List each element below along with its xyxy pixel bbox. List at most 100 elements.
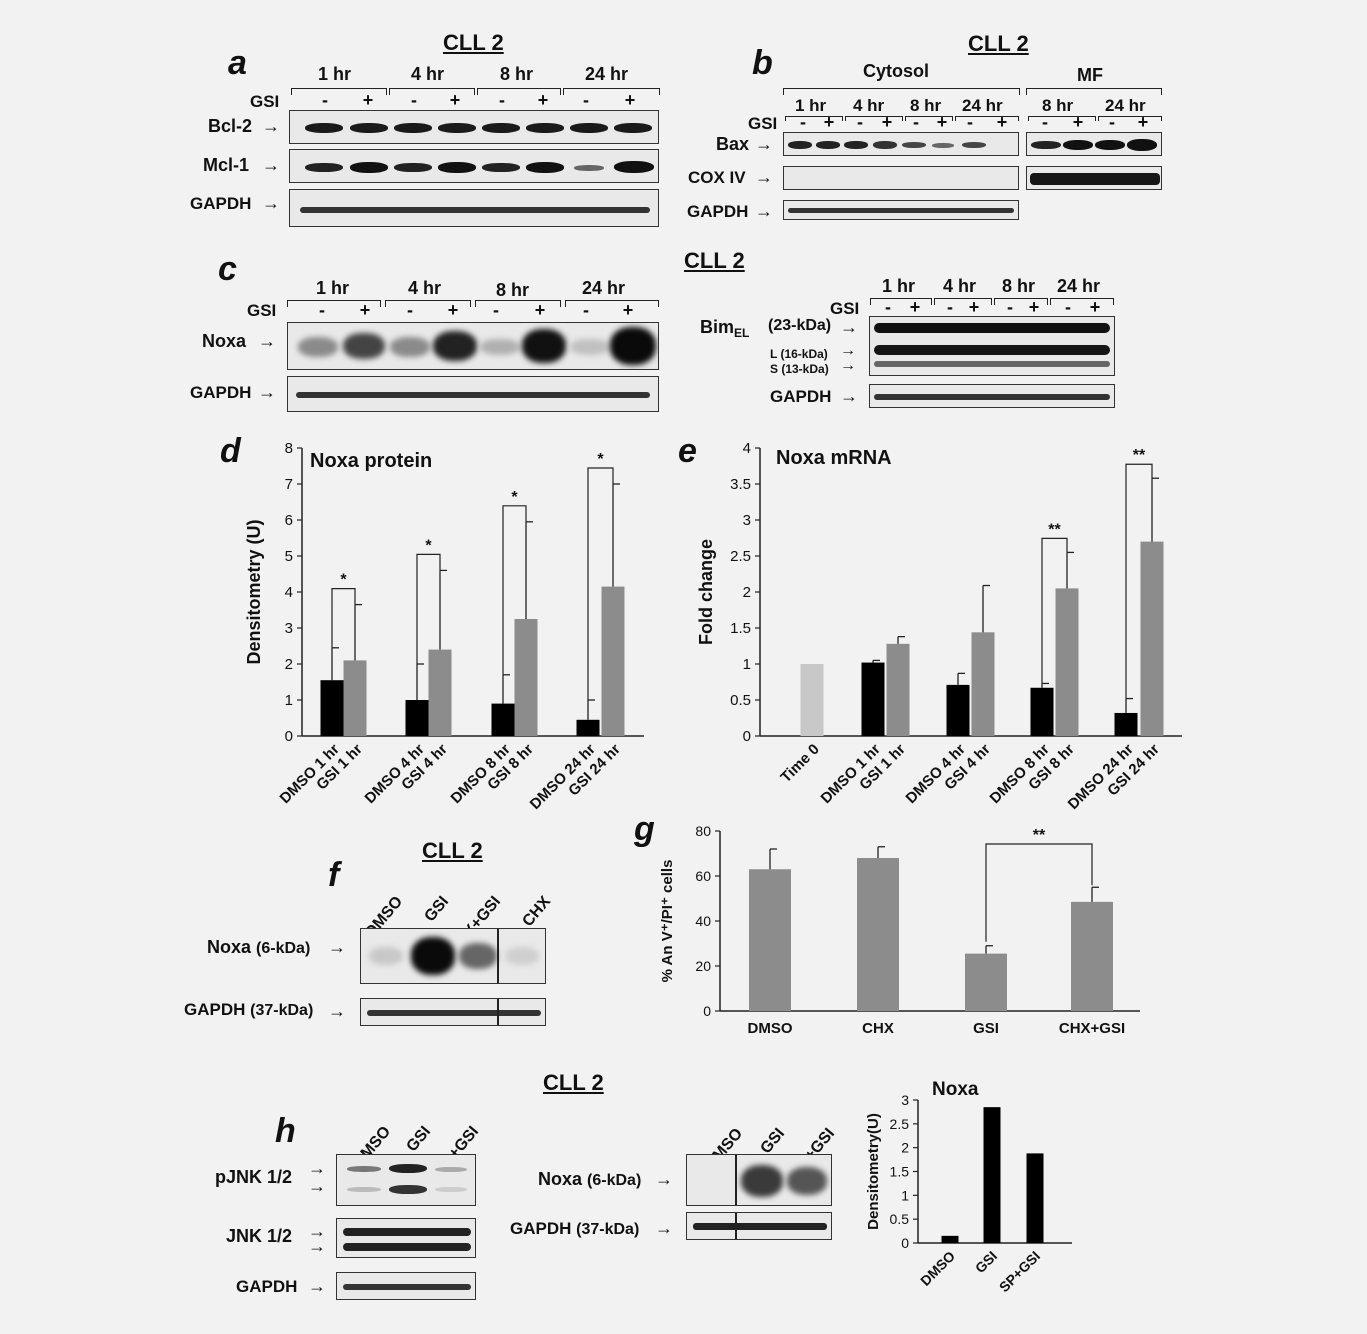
panel-c-sign: - [885, 297, 891, 317]
arrow-icon: → [308, 1221, 326, 1241]
y-axis-label: Fold change [696, 539, 716, 645]
y-tick-label: 2.5 [730, 548, 751, 565]
panel-c-bim-gsi-label: GSI [830, 299, 860, 318]
blot-bax-mf [1026, 132, 1162, 156]
panel-c-cell-label: CLL 2 [684, 248, 745, 273]
panel-a-gsi-label: GSI [250, 92, 280, 111]
significance-bracket [1125, 463, 1153, 699]
panel-c-sign: + [447, 300, 459, 320]
significance-bracket [587, 467, 614, 700]
panel-c-bim-time: 24 hr [1057, 276, 1101, 296]
panel-h-row-jnk: JNK 1/2 [226, 1226, 293, 1246]
arrow-icon: → [328, 1001, 346, 1021]
panel-c-bim-bracket [870, 298, 932, 305]
y-axis-label: % An V⁺/PI⁺ cells [659, 860, 676, 983]
arrow-icon: → [840, 386, 858, 406]
arrow-icon: → [655, 1218, 673, 1238]
bar [965, 953, 1007, 1011]
panel-a-row-bcl2: Bcl-2 [208, 116, 253, 136]
y-axis-label: Densitometry(U) [865, 1113, 882, 1230]
panel-c-time: 24 hr [582, 278, 626, 298]
panel-c-sign: + [622, 300, 634, 320]
panel-d-letter: d [220, 432, 241, 470]
panel-b-sign: - [800, 112, 806, 132]
arrow-icon: → [755, 201, 773, 221]
panel-b-cell-label: CLL 2 [968, 31, 1029, 56]
significance-marker: ** [1033, 827, 1046, 844]
panel-b-sub-bracket [905, 116, 953, 121]
panel-c-bim-time: 1 hr [882, 276, 916, 296]
y-tick-label: 2 [285, 656, 293, 673]
bar [320, 680, 344, 736]
panel-c-bim-time: 4 hr [943, 276, 977, 296]
panel-a-sign: - [322, 90, 328, 110]
bar [946, 684, 970, 736]
chart-noxa-densitometry: 0 0.5 1 1.5 2 2.5 3 Noxa Densitometry(U) DMSO GSIS… [865, 1079, 1072, 1295]
bar [576, 719, 600, 736]
panel-c-row-gapdh: GAPDH [190, 383, 252, 402]
panel-b-sign: + [996, 112, 1008, 132]
y-tick-label: 8 [285, 440, 293, 457]
panel-c-bim-bracket [1050, 298, 1114, 305]
arrow-icon: → [258, 382, 276, 402]
x-tick-label: Time 0 [777, 741, 822, 786]
bar [800, 664, 824, 736]
y-tick-label: 2.5 [890, 1116, 910, 1132]
panel-h-cell-label: CLL 2 [543, 1070, 604, 1095]
panel-h-noxa-label: Noxa (6-kDa) [538, 1169, 642, 1189]
panel-b-cytosol-label: Cytosol [863, 61, 930, 81]
arrow-icon: → [655, 1169, 673, 1189]
bar [971, 632, 995, 736]
y-tick-label: 1.5 [730, 620, 751, 637]
panel-e-letter: e [678, 432, 697, 470]
panel-b-time: 24 hr [962, 96, 1003, 115]
panel-b-sign: + [936, 112, 948, 132]
bar [491, 703, 515, 736]
chart-noxa-mrna: 0 0.5 1 1.5 2 2.5 3 3.5 4 Noxa mRNA Fold change Tim… [696, 440, 1182, 813]
panel-a-bracket-2 [389, 88, 475, 95]
panel-a-sign: - [411, 90, 417, 110]
y-tick-label: 80 [695, 823, 711, 839]
panel-b-time: 4 hr [853, 96, 885, 115]
y-tick-label: 0.5 [890, 1211, 910, 1227]
x-tick-label: SP+GSI [996, 1248, 1043, 1295]
bar [983, 1107, 1001, 1243]
significance-marker: ** [1133, 447, 1146, 464]
panel-a-sign: + [624, 90, 636, 110]
bar [514, 619, 538, 736]
y-tick-label: 40 [695, 913, 711, 929]
panel-a-row-mcl1: Mcl-1 [203, 155, 250, 175]
panel-c-bim-label: BimEL [700, 317, 750, 340]
panel-b-row-bax: Bax [716, 134, 750, 154]
bar [405, 700, 429, 736]
x-tick-label: DMSO [917, 1248, 958, 1289]
panel-a-bracket-4 [563, 88, 660, 95]
panel-b-sub-bracket [1098, 116, 1162, 121]
arrow-icon: → [755, 134, 773, 154]
arrow-icon: → [262, 155, 280, 175]
arrow-icon: → [262, 116, 280, 136]
y-tick-label: 0 [901, 1235, 909, 1251]
panel-b-sign: - [1042, 112, 1048, 132]
arrow-icon: → [262, 193, 280, 213]
chart-title: Noxa protein [310, 450, 432, 472]
panel-a-time-4: 24 hr [585, 64, 629, 84]
y-tick-label: 5 [285, 548, 293, 565]
panel-c-bracket [475, 300, 561, 307]
panel-b-row-coxiv: COX IV [688, 168, 746, 187]
blot-gapdh-f [360, 998, 546, 1026]
panel-c-bracket [287, 300, 381, 307]
panel-c-gsi-label: GSI [247, 301, 277, 320]
y-tick-label: 0 [703, 1003, 711, 1019]
panel-h-letter: h [275, 1112, 296, 1150]
panel-c-sign: + [909, 297, 921, 317]
panel-c-bim-gapdh: GAPDH [770, 387, 832, 406]
panel-g-letter: g [634, 810, 655, 848]
panel-c-bim-s: S (13-kDa) [770, 362, 829, 376]
bar [343, 660, 367, 736]
y-tick-label: 6 [285, 512, 293, 529]
bar [1055, 588, 1079, 736]
bar [861, 662, 885, 736]
y-tick-label: 4 [285, 584, 293, 601]
blot-noxa-f [360, 928, 546, 984]
